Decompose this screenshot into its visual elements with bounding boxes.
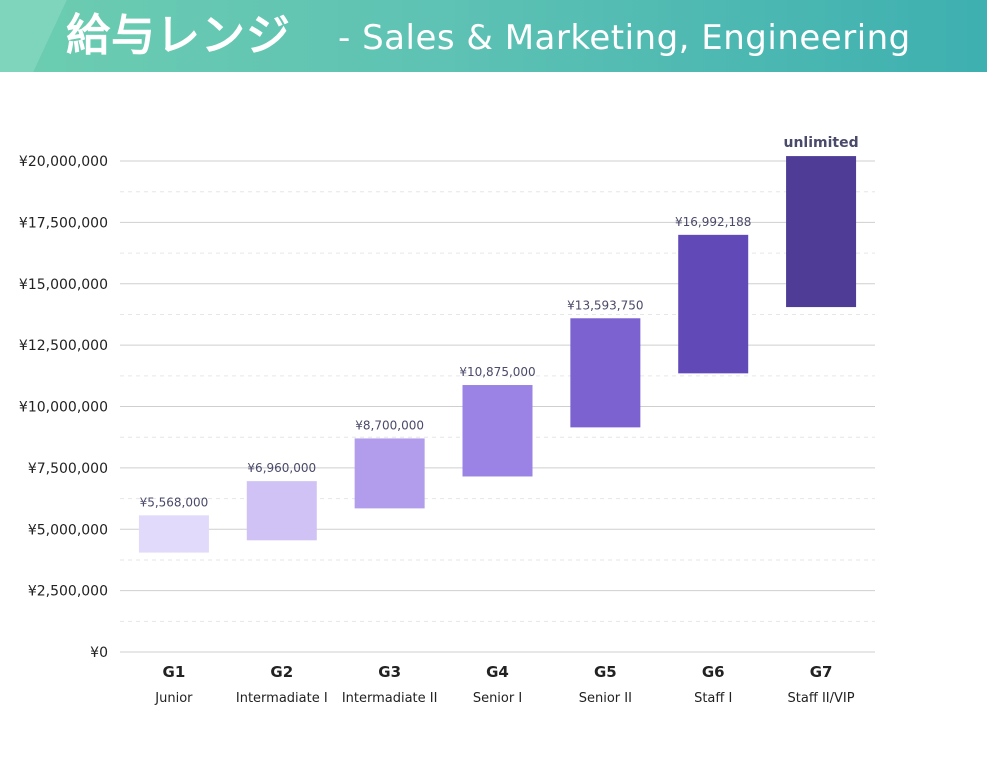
data-label: ¥16,992,188 — [675, 215, 751, 229]
y-tick-label: ¥20,000,000 — [19, 154, 108, 170]
range-bar-g7 — [786, 156, 857, 308]
y-tick-label: ¥10,000,000 — [19, 400, 108, 416]
data-label: ¥6,960,000 — [247, 461, 316, 475]
y-tick-label: ¥7,500,000 — [28, 461, 108, 477]
data-label: unlimited — [784, 135, 859, 151]
range-bar-g6 — [678, 234, 749, 374]
x-category-label: G2 — [270, 663, 293, 681]
x-sublabel: Junior — [154, 691, 193, 706]
header-accent — [0, 0, 67, 72]
x-category-label: G1 — [163, 663, 186, 681]
y-tick-label: ¥5,000,000 — [28, 522, 108, 538]
y-tick-label: ¥2,500,000 — [28, 584, 108, 600]
x-sublabel: Intermadiate II — [342, 691, 438, 706]
salary-range-chart: ¥0 ¥2,500,000 ¥5,000,000 ¥7,500,000 ¥10,000,… — [19, 135, 875, 706]
x-category-label: G4 — [486, 663, 509, 681]
y-tick-label: ¥0 — [90, 645, 108, 661]
range-bar-g2 — [246, 481, 317, 541]
page-subtitle: - Sales & Marketing, Engineering — [338, 18, 911, 58]
range-bar-g4 — [462, 385, 533, 477]
data-label: ¥8,700,000 — [355, 418, 424, 432]
x-category-label: G5 — [594, 663, 617, 681]
x-category-label: G6 — [702, 663, 725, 681]
y-tick-label: ¥15,000,000 — [19, 277, 108, 293]
range-bar-g5 — [570, 318, 641, 428]
y-tick-label: ¥17,500,000 — [19, 215, 108, 231]
range-bar-g1 — [138, 515, 209, 553]
page-title: 給与レンジ — [66, 10, 291, 61]
x-sublabel: Staff I — [694, 691, 732, 706]
x-sublabel: Senior I — [473, 691, 522, 706]
range-bar-g3 — [354, 438, 425, 509]
x-category-label: G7 — [810, 663, 833, 681]
x-sublabel: Staff II/VIP — [788, 691, 855, 706]
data-label: ¥13,593,750 — [567, 298, 643, 312]
x-category-label: G3 — [378, 663, 401, 681]
x-sublabel: Intermadiate I — [236, 691, 328, 706]
header-banner: 給与レンジ - Sales & Marketing, Engineering — [0, 0, 987, 72]
y-tick-label: ¥12,500,000 — [19, 338, 108, 354]
x-sublabel: Senior II — [579, 691, 632, 706]
data-label: ¥10,875,000 — [459, 365, 535, 379]
data-label: ¥5,568,000 — [140, 495, 209, 509]
